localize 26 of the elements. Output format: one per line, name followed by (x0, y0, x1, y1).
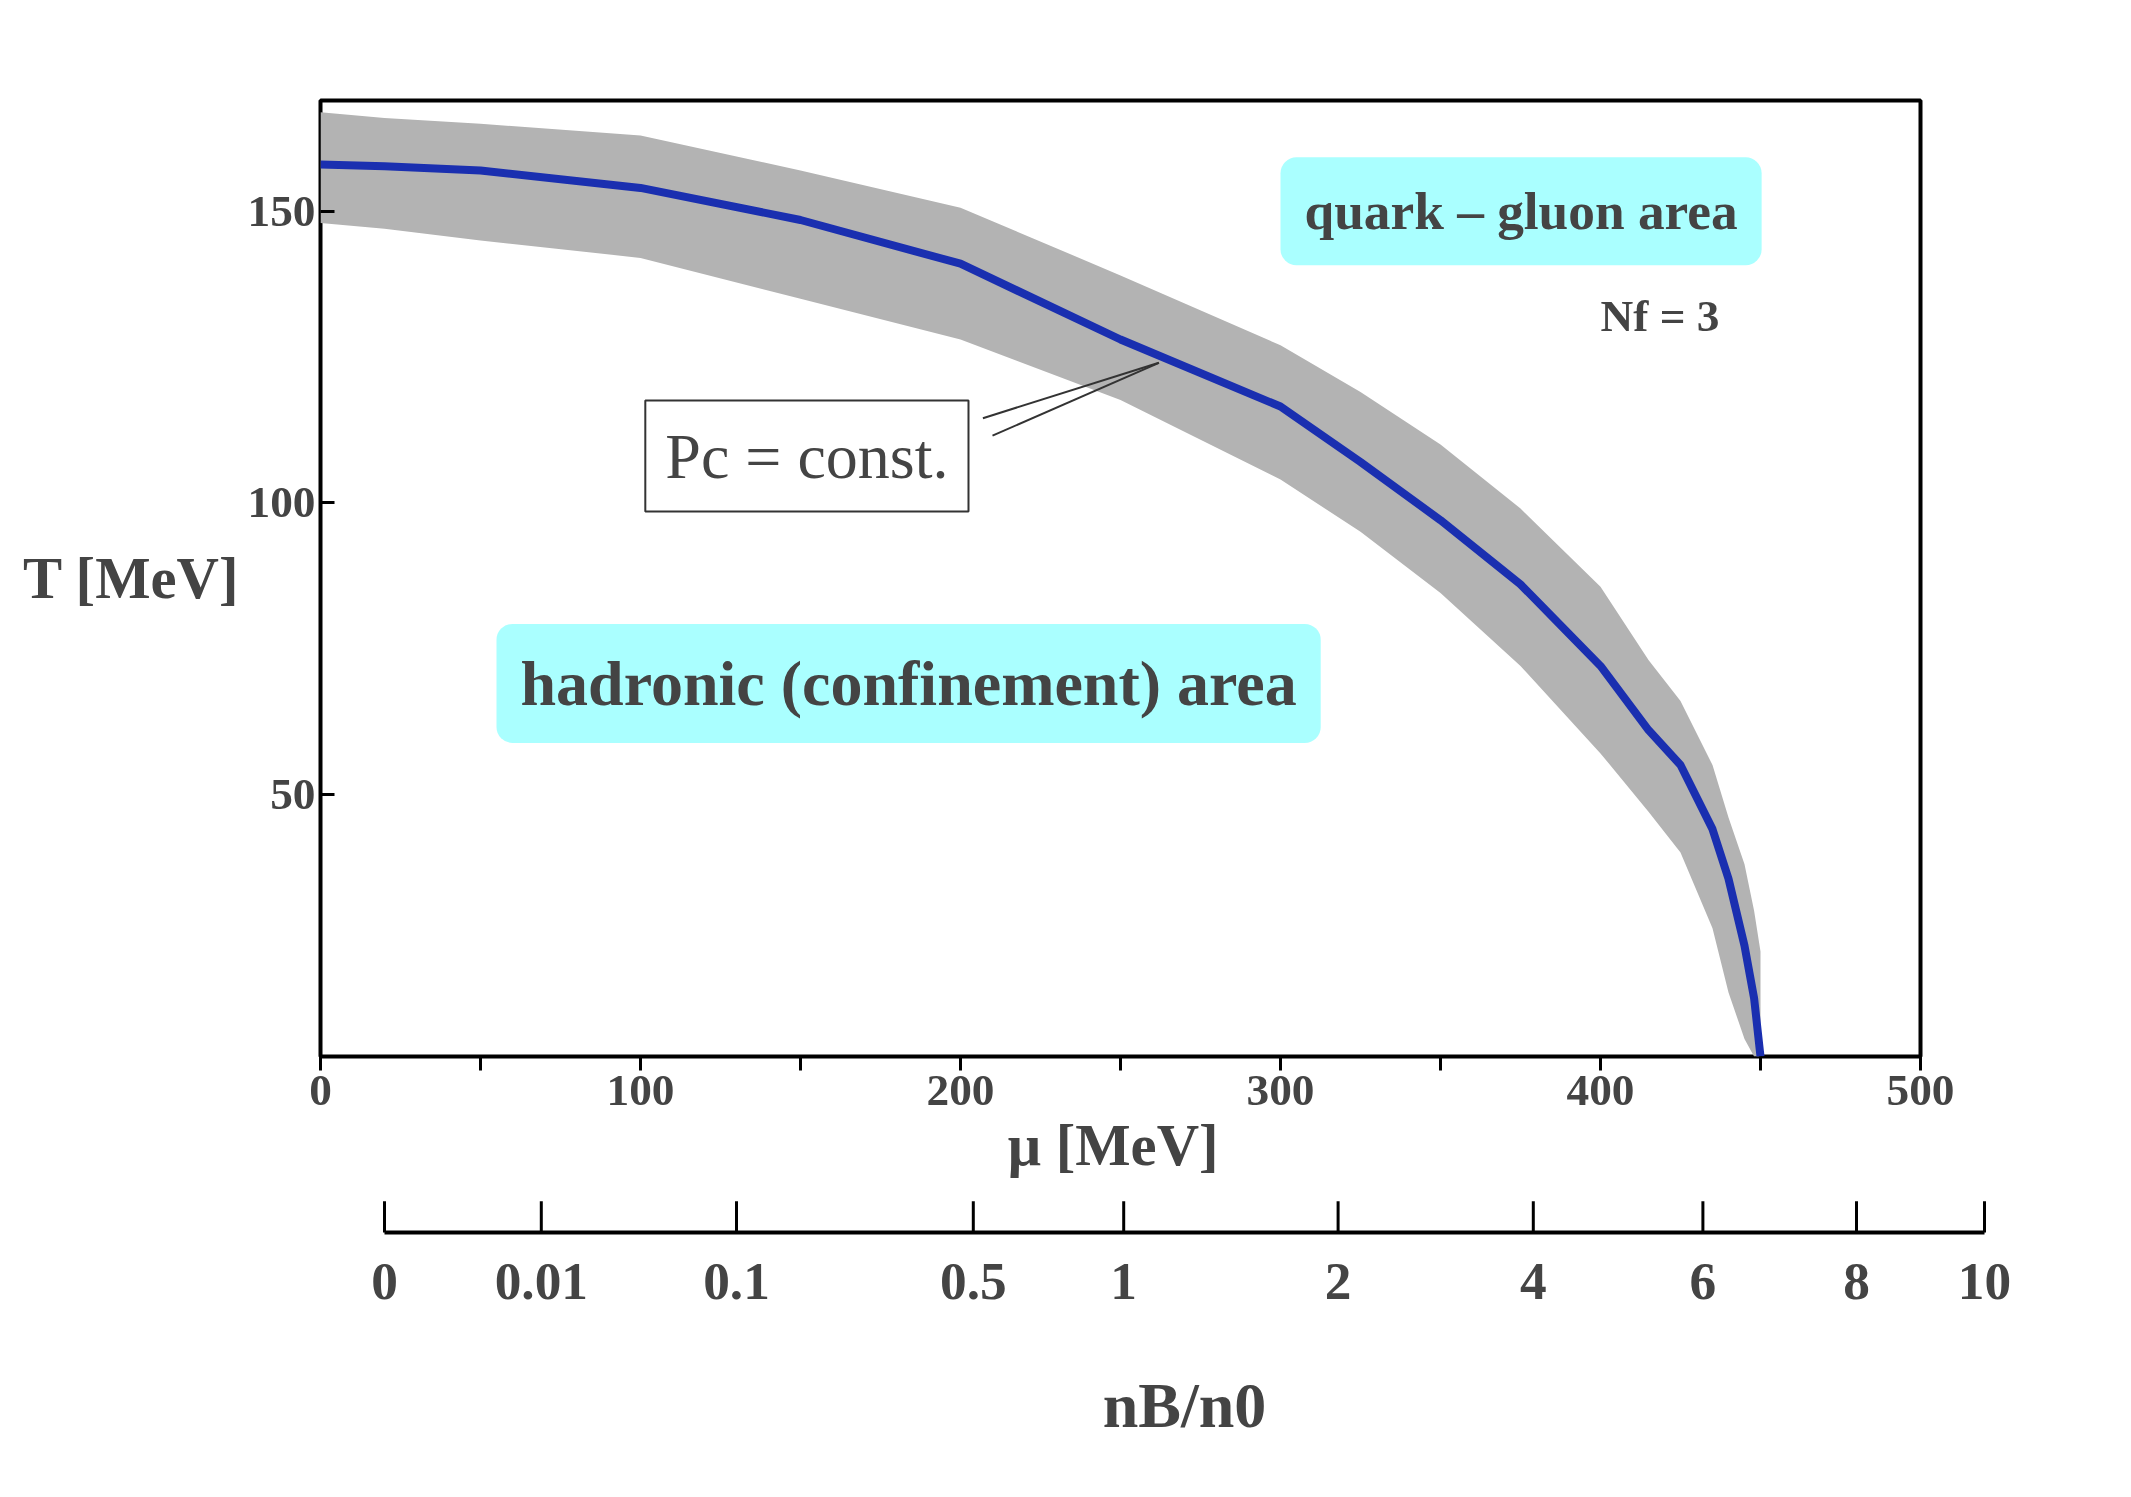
annotation: Pc = const. (665, 420, 949, 492)
x-tick-label: 100 (606, 1064, 675, 1115)
y-tick-label: 100 (247, 477, 316, 528)
annotation: quark – gluon area (1304, 181, 1738, 242)
y-axis-title: T [MeV] (22, 546, 239, 611)
text: 0.01 (494, 1250, 588, 1311)
x-tick-label: 400 (1566, 1064, 1635, 1115)
text: 0 (371, 1250, 398, 1311)
text: 6 (1689, 1250, 1717, 1311)
x-tick-label: 500 (1886, 1064, 1955, 1115)
text: 10 (1957, 1250, 2012, 1311)
text: 1 (1110, 1250, 1138, 1311)
annotation: Nf = 3 (1600, 291, 1720, 342)
text: 8 (1843, 1250, 1870, 1311)
x-axis-title: μ [MeV] (1007, 1112, 1219, 1178)
text: 0.5 (939, 1250, 1007, 1311)
text: 4 (1519, 1250, 1547, 1311)
y-tick-label: 150 (247, 185, 316, 236)
x-tick-label: 0 (309, 1064, 332, 1115)
text: 2 (1324, 1250, 1352, 1311)
x-tick-label: 300 (1246, 1064, 1315, 1115)
annotation: hadronic (confinement) area (520, 647, 1297, 719)
y-tick-label: 50 (270, 768, 316, 819)
text: 0.1 (703, 1250, 770, 1311)
x-tick-label: 200 (926, 1064, 995, 1115)
x2-axis-title: nB/n0 (1102, 1369, 1267, 1441)
